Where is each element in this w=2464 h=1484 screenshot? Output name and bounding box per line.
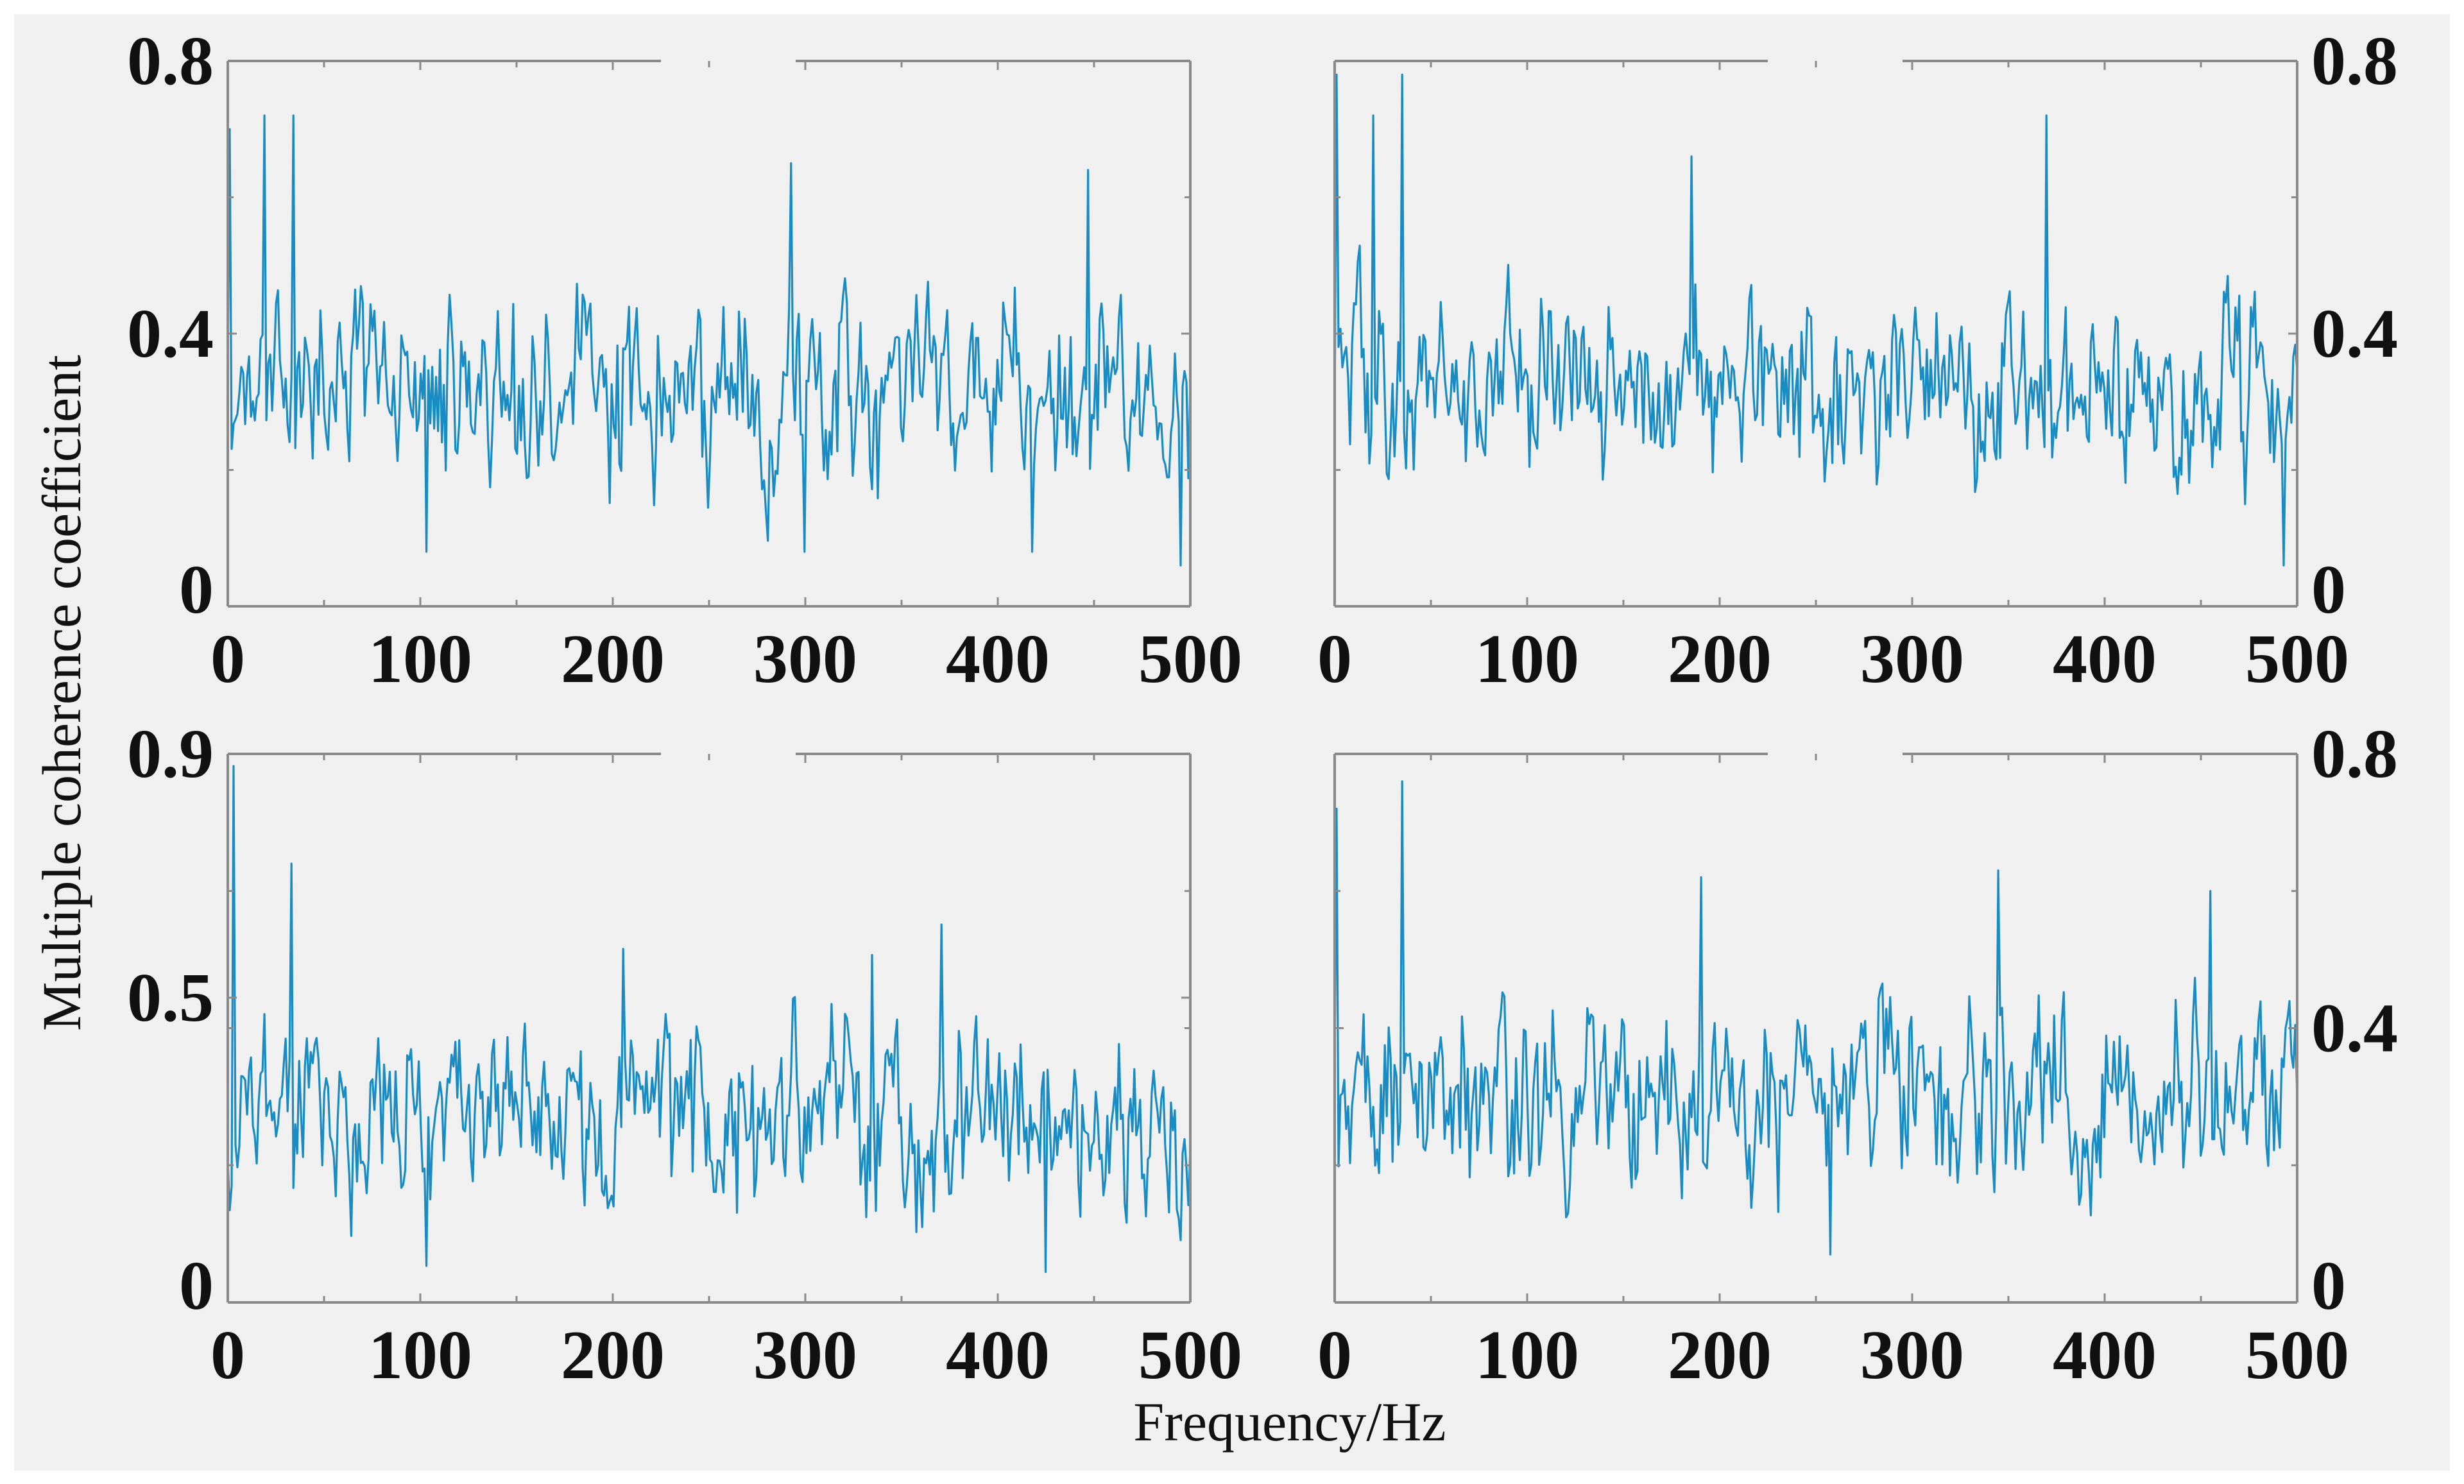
x-tick-label-top-left: 100	[368, 621, 472, 697]
x-tick-label-top-left: 0	[210, 621, 245, 697]
y-axis-label: Multiple coherence coefficient	[31, 355, 92, 1031]
x-tick-label-bottom-left: 400	[946, 1317, 1050, 1394]
x-tick-label-bottom-left: 200	[561, 1317, 665, 1394]
x-tick-label-bottom-left: 100	[368, 1317, 472, 1394]
x-tick-label-bottom-right: 400	[2053, 1317, 2157, 1394]
y-tick-label-bottom-left: 0.5	[127, 960, 214, 1036]
y-tick-label-top-left: 0.4	[127, 296, 214, 372]
y-tick-label-top-left: 0.8	[127, 23, 214, 99]
y-tick-label-bottom-left: 0.9	[127, 716, 214, 792]
x-tick-label-top-left: 300	[753, 621, 857, 697]
series-line-bottom-right	[1333, 780, 2298, 1256]
x-tick-label-top-right: 500	[2245, 621, 2349, 697]
series-line-bottom-left	[227, 765, 1192, 1274]
plot-area-top-left	[228, 61, 1190, 606]
x-tick-label-top-right: 200	[1668, 621, 1772, 697]
x-tick-label-bottom-left: 500	[1138, 1317, 1242, 1394]
x-axis-label: Frequency/Hz	[1133, 1391, 1446, 1453]
y-tick-label-top-right: 0.8	[2311, 23, 2398, 99]
y-tick-label-bottom-right: 0.8	[2311, 716, 2398, 792]
panel-top-left: 0 100 200 300 400 500 0 0.4 0.8	[127, 23, 1242, 697]
x-tick-label-bottom-left: 0	[210, 1317, 245, 1394]
plot-area-bottom-right	[1335, 754, 2297, 1302]
y-tick-label-bottom-right: 0	[2311, 1248, 2346, 1324]
x-tick-label-top-left: 200	[561, 621, 665, 697]
y-tick-label-bottom-right: 0.4	[2311, 991, 2398, 1067]
x-tick-label-top-right: 0	[1317, 621, 1352, 697]
x-tick-label-bottom-right: 200	[1668, 1317, 1772, 1394]
x-tick-label-top-right: 400	[2053, 621, 2157, 697]
plot-area-bottom-left	[228, 754, 1190, 1302]
plot-area-top-right	[1335, 61, 2297, 606]
x-tick-label-bottom-right: 500	[2245, 1317, 2349, 1394]
x-tick-label-bottom-left: 300	[753, 1317, 857, 1394]
x-tick-label-bottom-right: 100	[1475, 1317, 1579, 1394]
x-tick-label-top-right: 300	[1860, 621, 1964, 697]
x-tick-label-bottom-right: 300	[1860, 1317, 1964, 1394]
series-line-top-left	[227, 114, 1192, 567]
x-tick-label-top-left: 400	[946, 621, 1050, 697]
x-tick-label-top-left: 500	[1138, 621, 1242, 697]
y-tick-label-bottom-left: 0	[179, 1248, 214, 1324]
series-line-top-right	[1333, 73, 2298, 567]
y-tick-label-top-left: 0	[179, 552, 214, 628]
x-tick-label-bottom-right: 0	[1317, 1317, 1352, 1394]
x-tick-label-top-right: 100	[1475, 621, 1579, 697]
panel-bottom-left: 0 100 200 300 400 500 0 0.5 0.9	[127, 716, 1242, 1394]
y-tick-label-top-right: 0.4	[2311, 296, 2398, 372]
y-tick-label-top-right: 0	[2311, 552, 2346, 628]
